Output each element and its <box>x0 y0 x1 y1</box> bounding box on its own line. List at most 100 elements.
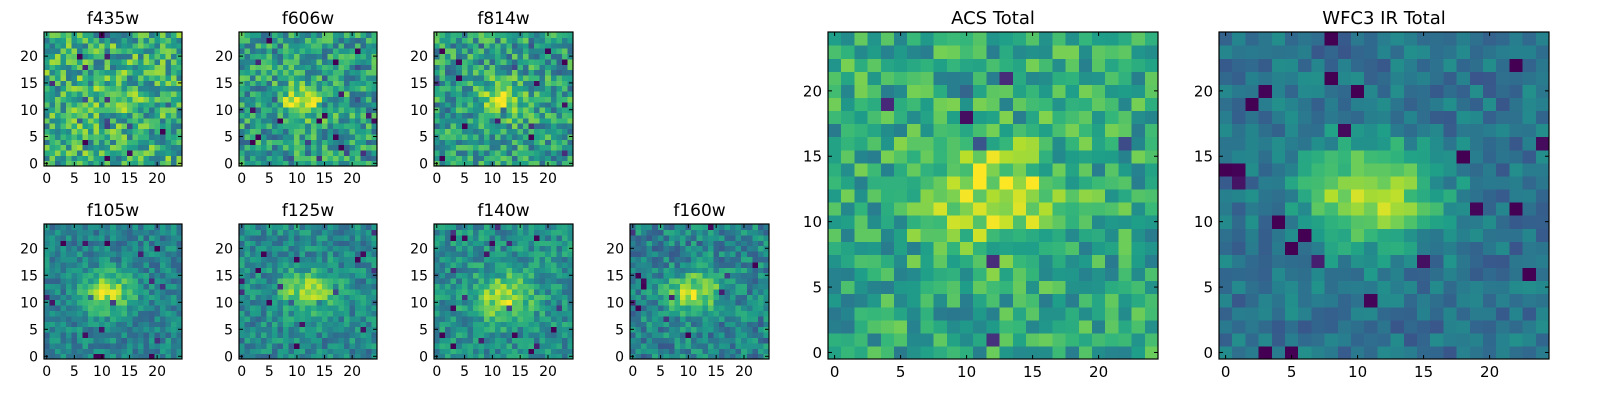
heatmap-cell <box>1065 215 1080 229</box>
heatmap-cell <box>545 229 552 236</box>
heatmap-cell <box>534 234 541 241</box>
heatmap-cell <box>713 348 720 355</box>
heatmap-cell <box>272 267 279 274</box>
heatmap-cell <box>321 315 328 322</box>
heatmap-cell <box>60 117 67 124</box>
heatmap-cell <box>550 229 557 236</box>
heatmap-cell <box>332 251 339 257</box>
heatmap-cell <box>1078 332 1093 347</box>
heatmap-cell <box>534 96 541 103</box>
heatmap-cell <box>88 251 95 257</box>
heatmap-cell <box>165 37 172 44</box>
heatmap-cell <box>277 42 284 49</box>
heatmap-cell <box>354 149 362 156</box>
heatmap-cell <box>561 342 569 349</box>
heatmap-cell <box>143 326 150 333</box>
heatmap-cell <box>550 353 557 360</box>
panel-title: f160w <box>673 201 725 221</box>
heatmap-cell <box>484 353 491 360</box>
panel-title: f125w <box>282 201 334 221</box>
heatmap-cell <box>646 321 653 328</box>
heatmap-cell <box>49 48 56 55</box>
heatmap-cell <box>1144 319 1159 334</box>
heatmap-cell <box>143 245 150 252</box>
heatmap-cell <box>60 229 67 236</box>
heatmap-cell <box>652 342 659 349</box>
heatmap-cell <box>511 278 518 284</box>
heatmap-cell <box>354 37 362 44</box>
heatmap-cell <box>343 256 350 263</box>
heatmap-cell <box>165 96 172 103</box>
heatmap-cell <box>500 112 507 119</box>
heatmap-cell <box>327 117 334 124</box>
heatmap-cell <box>93 149 100 156</box>
heatmap-cell <box>663 315 670 322</box>
heatmap-cell <box>338 96 345 103</box>
heatmap-cell <box>354 42 362 49</box>
heatmap-cell <box>148 144 155 151</box>
heatmap-cell <box>294 278 301 284</box>
heatmap-cell <box>511 37 518 44</box>
heatmap-cell <box>999 319 1014 334</box>
heatmap-cell <box>137 117 144 124</box>
heatmap-cell <box>294 144 301 151</box>
heatmap-cell <box>489 305 496 311</box>
heatmap-cell <box>561 101 569 108</box>
heatmap-cell <box>104 160 111 167</box>
heatmap-cell <box>305 240 312 247</box>
heatmap-cell <box>255 149 262 156</box>
heatmap-cell <box>110 299 117 306</box>
heatmap-cell <box>467 53 474 60</box>
heatmap-cell <box>999 215 1014 229</box>
heatmap-cell <box>1131 188 1146 203</box>
heatmap-cell <box>99 123 106 130</box>
heatmap-cell <box>44 139 51 146</box>
heatmap-cell <box>489 107 496 113</box>
heatmap-cell <box>641 353 648 360</box>
heatmap-cell <box>1144 267 1159 282</box>
heatmap-cell <box>641 288 648 295</box>
heatmap-cell <box>718 240 726 247</box>
heatmap-cell <box>561 155 569 162</box>
heatmap-cell <box>478 353 485 360</box>
heatmap-cell <box>1144 293 1159 308</box>
heatmap-cell <box>567 283 574 290</box>
heatmap-cell <box>277 101 284 108</box>
heatmap-cell <box>283 234 290 241</box>
heatmap-cell <box>461 117 468 124</box>
heatmap-cell <box>99 144 106 151</box>
heatmap-cell <box>250 240 257 247</box>
heatmap-cell <box>567 42 574 49</box>
heatmap-cell <box>49 234 56 241</box>
heatmap-cell <box>757 315 765 322</box>
heatmap-cell <box>354 144 362 151</box>
heatmap-cell <box>82 53 89 60</box>
heatmap-cell <box>294 85 301 92</box>
heatmap-cell <box>349 53 356 60</box>
heatmap-cell <box>299 90 306 97</box>
heatmap-cell <box>478 58 485 65</box>
heatmap-cell <box>439 261 446 268</box>
heatmap-cell <box>718 310 726 317</box>
heatmap-cell <box>445 155 452 162</box>
heatmap-cell <box>556 53 563 60</box>
heatmap-cell <box>434 123 441 130</box>
heatmap-cell <box>71 261 78 268</box>
heatmap-cell <box>371 294 378 301</box>
heatmap-cell <box>49 90 56 97</box>
heatmap-cell <box>176 64 183 71</box>
heatmap-cell <box>365 272 373 279</box>
heatmap-cell <box>685 332 692 338</box>
heatmap-cell <box>310 80 317 87</box>
heatmap-cell <box>718 294 726 301</box>
heatmap-cell <box>250 299 257 306</box>
heatmap-cell <box>354 348 362 355</box>
heatmap-cell <box>854 345 869 360</box>
x-tick-label: 15 <box>707 364 725 380</box>
heatmap-cell <box>691 321 698 328</box>
heatmap-cell <box>489 74 496 81</box>
x-tick-label: 20 <box>148 171 166 187</box>
heatmap-cell <box>517 101 524 108</box>
heatmap-cell <box>148 315 155 322</box>
heatmap-cell <box>305 267 312 274</box>
